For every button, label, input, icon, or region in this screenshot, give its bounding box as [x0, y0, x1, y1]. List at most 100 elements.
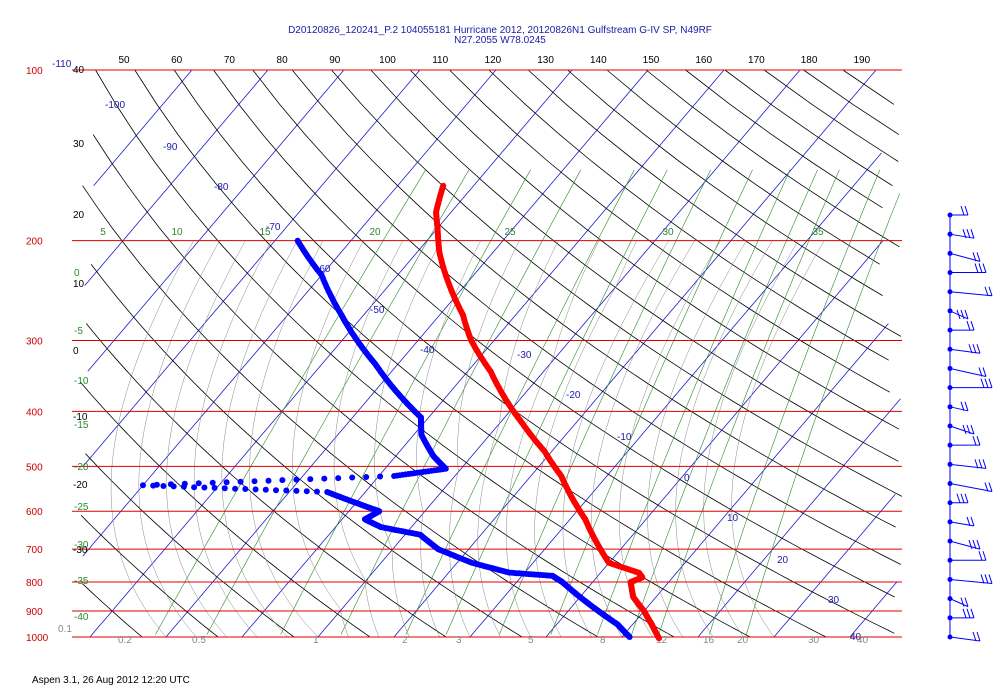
dewpoint-point	[273, 487, 279, 494]
dewpoint-point	[140, 482, 146, 489]
pressure-tick-label: 900	[26, 607, 43, 618]
dewpoint-point	[180, 483, 187, 490]
mixing-ratio-bottom-label: 16	[703, 635, 715, 646]
isotherm-label: 10	[727, 513, 739, 524]
isotherm-line	[317, 69, 801, 638]
dry-adiabat-line	[842, 69, 895, 105]
wind-barb-flag	[970, 229, 975, 239]
mixing-ratio-label: 35	[812, 227, 824, 238]
wind-barb-flag	[976, 252, 981, 262]
wind-barb-shaft	[949, 291, 993, 297]
dry-adiabat-line	[370, 69, 899, 462]
wind-barb-shaft	[949, 406, 969, 412]
mixing-ratio-bottom-label: 8	[600, 635, 606, 646]
top-axis-label: 70	[224, 55, 236, 66]
isotherm-label: -90	[163, 142, 178, 153]
isotherm-label: -30	[517, 350, 532, 361]
top-axis-label: 160	[695, 55, 712, 66]
wind-barb-flag	[972, 436, 977, 446]
theta-label: -30	[73, 545, 88, 556]
dewpoint-point	[223, 479, 230, 486]
moist-adiabat-line	[166, 240, 246, 638]
mixing-ratio-left-label: 0	[74, 268, 80, 279]
dewpoint-point	[209, 479, 216, 486]
mixing-ratio-label: 10	[171, 227, 183, 238]
isotherm-label: -80	[214, 182, 229, 193]
dewpoint-point	[293, 476, 300, 483]
isotherm-label: -10	[617, 432, 632, 443]
wind-barb-flag	[960, 401, 965, 411]
dry-adiabat-line	[82, 583, 143, 638]
mixing-ratio-bottom-label: 12	[656, 635, 668, 646]
theta-label: 40	[73, 65, 85, 76]
wind-barb-flag	[974, 459, 979, 469]
moist-adiabat-line	[221, 240, 298, 638]
wind-barb-shaft	[949, 252, 981, 262]
wind-barb-flag	[984, 574, 989, 584]
dewpoint-point	[349, 474, 356, 481]
wind-barb-flag	[964, 493, 969, 503]
mixing-ratio-bottom-label: 20	[737, 635, 749, 646]
mixing-ratio-line	[340, 169, 582, 635]
wind-barb-flag	[970, 320, 975, 331]
sounding-traces	[140, 182, 662, 642]
top-axis-label: 100	[379, 55, 396, 66]
dewpoint-point	[363, 474, 370, 480]
moist-adiabat-line	[731, 240, 825, 638]
mixing-ratio-line	[445, 169, 668, 635]
wind-barb-flag	[984, 482, 989, 492]
dry-adiabat-line	[95, 69, 751, 638]
dewpoint-point	[262, 486, 269, 493]
dewpoint-point	[201, 484, 208, 491]
dry-adiabat-line	[606, 69, 880, 265]
mixing-ratio-label: 25	[504, 227, 516, 238]
wind-barb-shaft	[949, 521, 975, 527]
top-axis-label: 50	[118, 55, 130, 66]
chart-subtitle: N27.2055 W78.0245	[454, 35, 546, 46]
wind-barb-flag	[972, 344, 977, 354]
mixing-ratio-bottom-label: 30	[808, 635, 820, 646]
mixing-ratio-line	[631, 169, 818, 635]
wind-barb-flag	[956, 493, 961, 503]
isotherm-line	[82, 69, 421, 467]
dewpoint-point	[321, 475, 328, 482]
theta-label: 0	[73, 346, 79, 357]
wind-barb-flag	[988, 482, 993, 492]
pressure-tick-label: 400	[26, 407, 43, 418]
mixing-ratio-bottom-label: 0.1	[58, 624, 72, 635]
mixing-ratio-left-label: -35	[74, 576, 89, 587]
pressure-tick-label: 600	[26, 507, 43, 518]
wind-barb-flag	[966, 320, 971, 331]
dry-adiabat-line	[252, 69, 902, 565]
isotherm-line	[773, 493, 896, 638]
wind-barb-flag	[976, 631, 981, 642]
dewpoint-point	[283, 487, 290, 494]
moist-adiabat-line	[449, 240, 520, 638]
top-axis-label: 110	[432, 55, 448, 66]
mixing-ratio-label: 15	[259, 227, 271, 238]
dry-adiabat-line	[92, 134, 675, 638]
wind-barb-flag	[962, 424, 967, 435]
pressure-tick-label: 1000	[26, 633, 49, 644]
top-axis-label: 130	[537, 55, 554, 66]
footer-version: Aspen 3.1, 26 Aug 2012 12:20 UTC	[32, 675, 190, 686]
wind-barb-shaft	[949, 367, 987, 377]
mixing-ratio-left-label: -25	[74, 502, 89, 513]
wind-barb-shaft	[949, 483, 993, 493]
isotherm-label: -70	[266, 222, 281, 233]
wind-barb-flag	[966, 229, 971, 239]
wind-barb-flag	[962, 608, 967, 618]
dewpoint-point	[237, 478, 244, 485]
dry-adiabat-line	[724, 69, 893, 187]
wind-barb-flag	[982, 263, 987, 273]
mixing-ratio-bottom-label: 40	[857, 635, 869, 646]
dewpoint-point	[303, 488, 310, 495]
dry-adiabat-line	[90, 263, 523, 638]
wind-barb-flag	[960, 309, 965, 320]
dewpoint-point	[391, 473, 398, 479]
theta-label: 30	[73, 139, 85, 150]
wind-barb-flag	[982, 551, 987, 561]
isotherm-line	[393, 69, 877, 638]
